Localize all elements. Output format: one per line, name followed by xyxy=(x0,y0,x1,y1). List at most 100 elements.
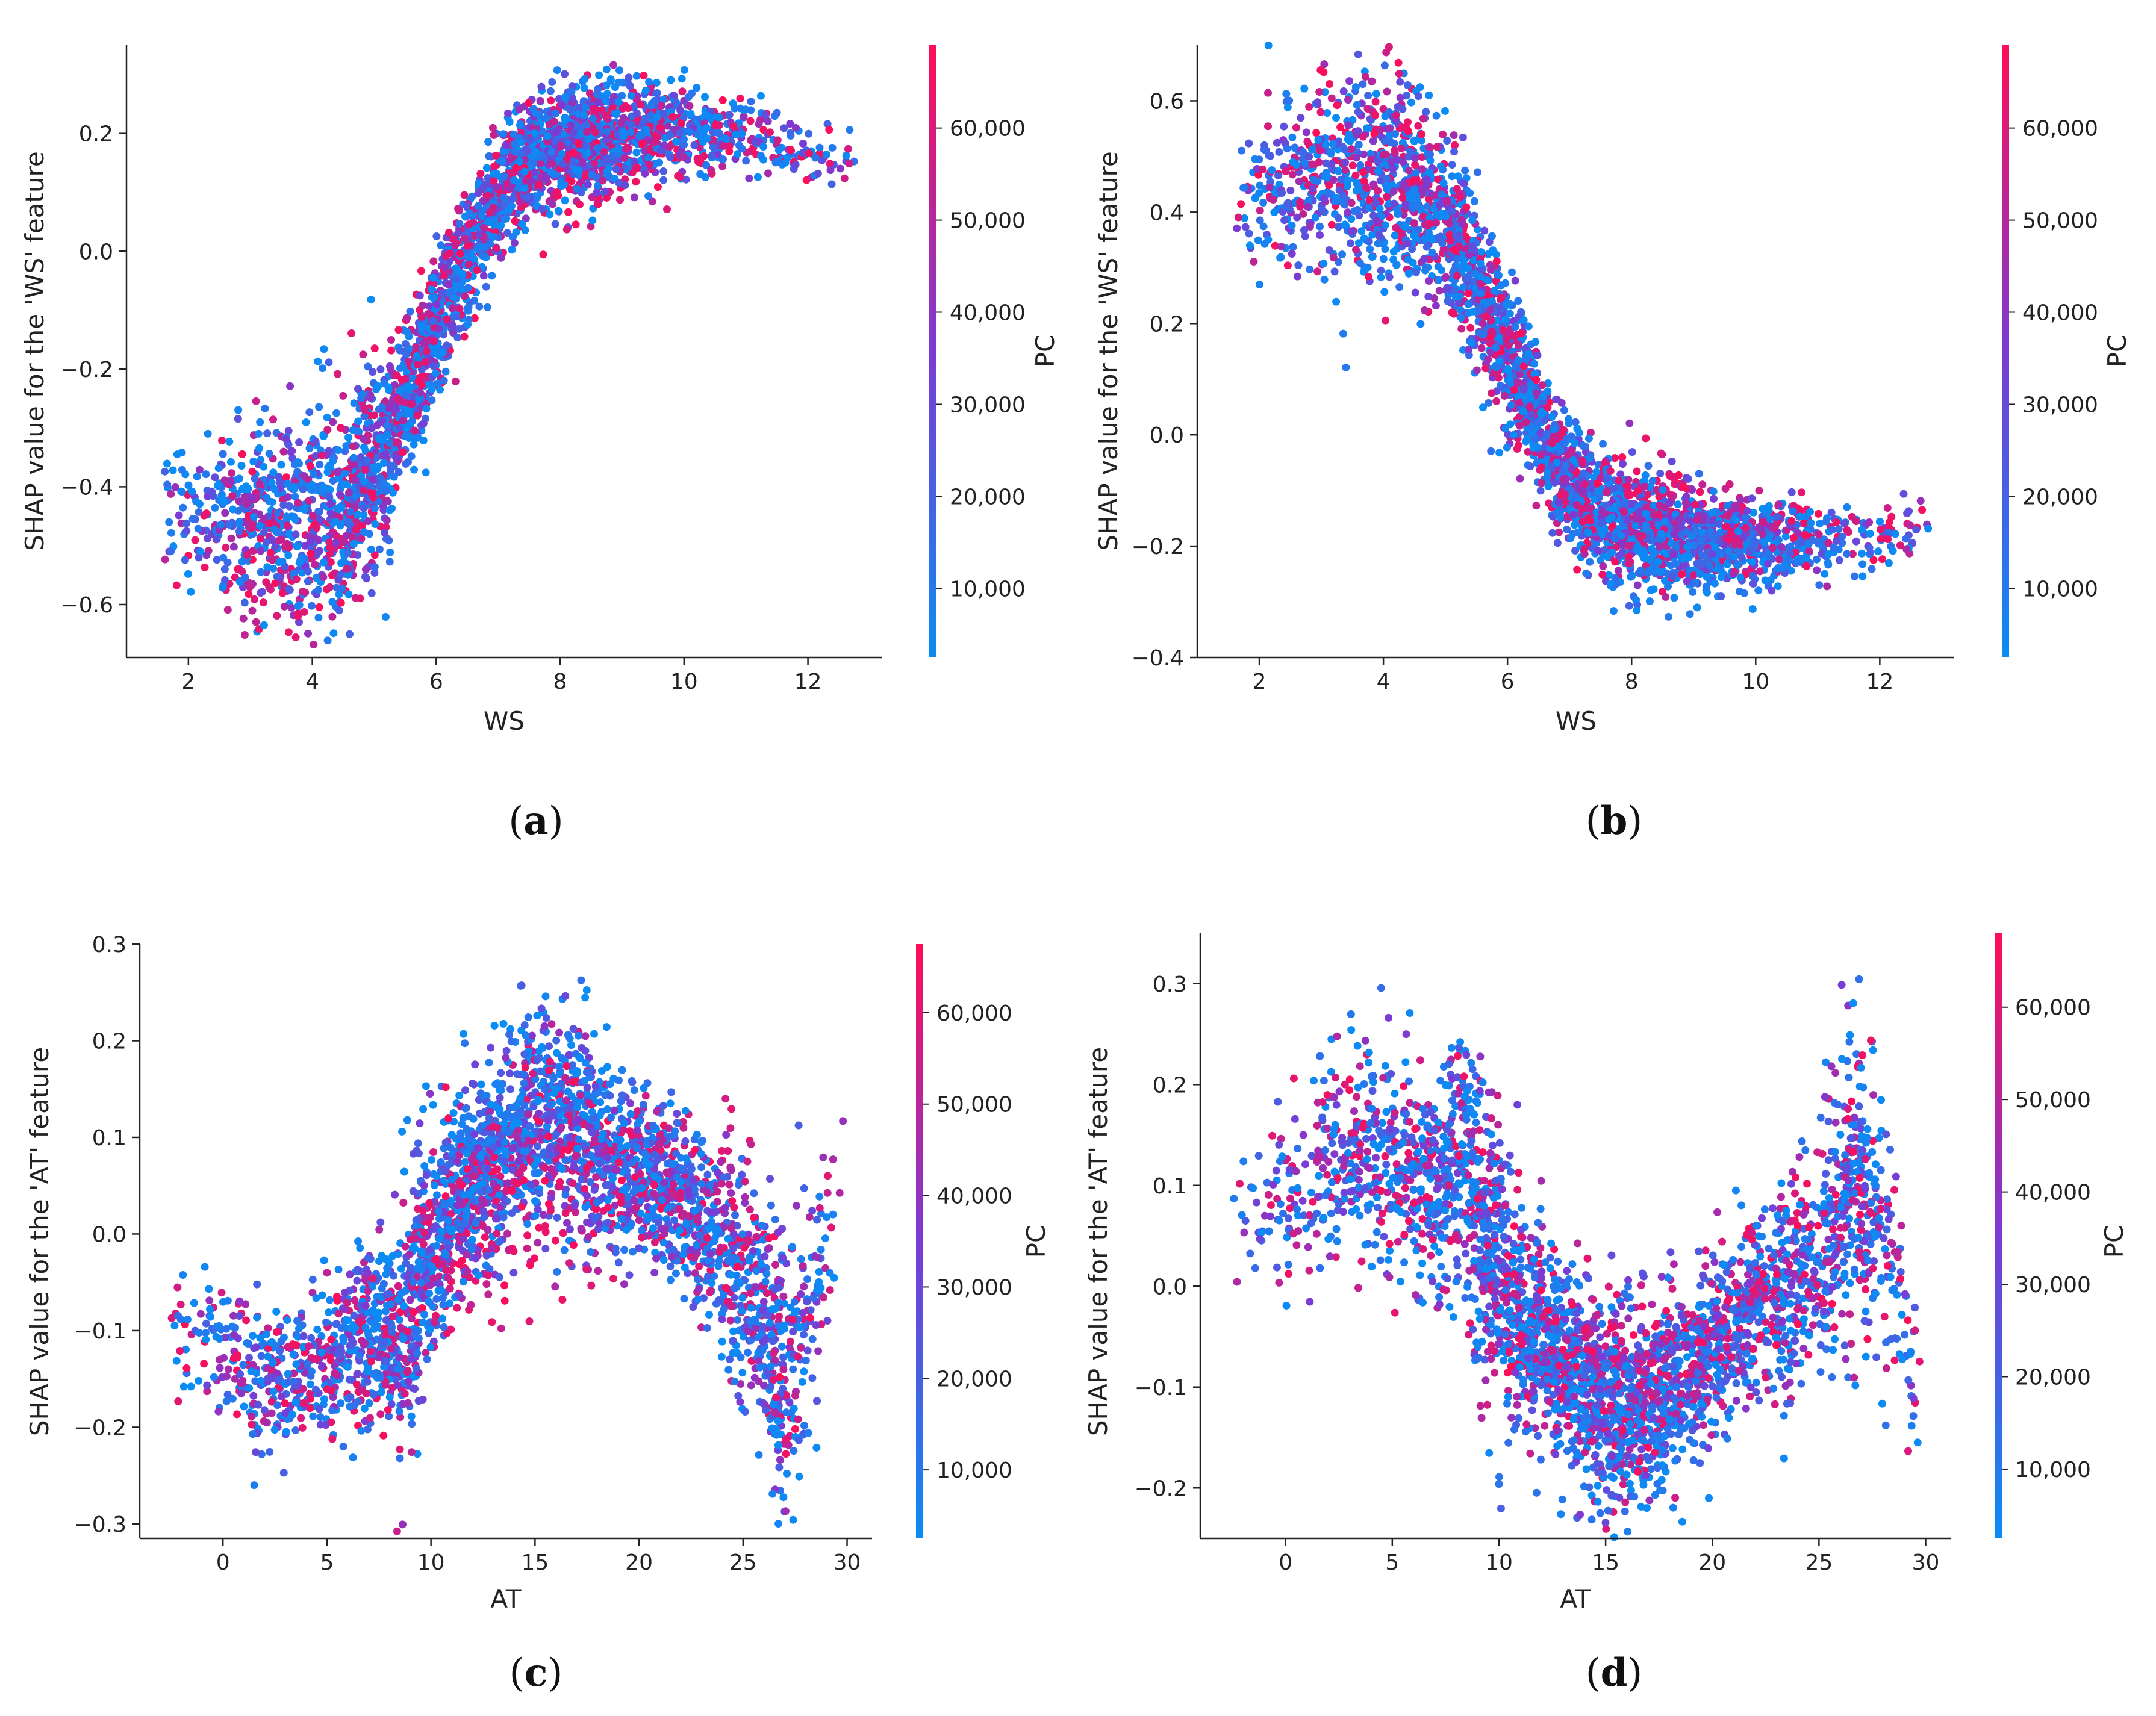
scatter-point xyxy=(379,459,388,467)
scatter-point xyxy=(609,61,618,69)
scatter-point xyxy=(499,194,508,202)
scatter-point xyxy=(451,241,460,249)
scatter-point xyxy=(825,126,833,134)
scatter-point xyxy=(308,602,316,610)
scatter-point xyxy=(1396,78,1404,86)
scatter-point xyxy=(1586,558,1594,566)
scatter-point xyxy=(799,140,807,148)
scatter-point xyxy=(360,528,369,536)
scatter-point xyxy=(581,104,590,112)
scatter-point xyxy=(551,220,559,228)
scatter-point xyxy=(637,130,645,138)
scatter-point xyxy=(474,231,482,239)
scatter-point xyxy=(309,512,317,520)
scatter-point xyxy=(359,435,367,443)
colorbar-tick-label: 20,000 xyxy=(950,485,1026,509)
scatter-point xyxy=(653,89,661,97)
colorbar-tick-label: 60,000 xyxy=(950,117,1026,141)
scatter-point xyxy=(619,104,628,113)
scatter-point xyxy=(227,534,235,542)
scatter-point xyxy=(444,281,453,289)
scatter-point xyxy=(257,568,265,576)
scatter-point xyxy=(246,524,255,533)
scatter-point xyxy=(1450,131,1458,140)
scatter-point xyxy=(645,78,653,86)
scatter-point xyxy=(284,551,293,559)
scatter-point xyxy=(766,128,774,137)
scatter-point xyxy=(1843,503,1851,511)
scatter-point xyxy=(538,205,546,213)
scatter-point xyxy=(316,461,324,469)
scatter-point xyxy=(417,267,425,275)
scatter-point xyxy=(311,561,319,569)
scatter-point xyxy=(761,111,770,119)
scatter-point xyxy=(1286,186,1295,194)
scatter-point xyxy=(258,588,266,596)
scatter-point xyxy=(184,570,192,578)
scatter-point xyxy=(666,153,675,161)
scatter-point xyxy=(565,105,574,114)
scatter-point xyxy=(1256,207,1264,214)
scatter-point xyxy=(1234,213,1242,222)
scatter-point xyxy=(370,344,379,353)
scatter-point xyxy=(292,575,301,583)
scatter-point xyxy=(367,589,376,597)
scatter-point xyxy=(746,117,755,125)
scatter-point xyxy=(396,346,404,355)
scatter-point xyxy=(248,467,257,476)
scatter-point xyxy=(334,370,342,378)
scatter-point xyxy=(505,206,514,214)
scatter-point xyxy=(1278,189,1286,197)
scatter-point xyxy=(561,93,569,101)
scatter-point xyxy=(747,106,755,114)
scatter-point xyxy=(194,524,202,533)
scatter-point xyxy=(1693,603,1701,612)
scatter-point xyxy=(736,104,744,113)
scatter-point xyxy=(428,396,436,405)
scatter-point xyxy=(360,504,368,512)
scatter-point xyxy=(343,564,351,573)
scatter-point xyxy=(211,503,219,512)
scatter-point xyxy=(403,328,411,336)
scatter-point xyxy=(357,394,366,402)
scatter-point xyxy=(1656,470,1665,477)
scatter-point xyxy=(282,512,291,521)
scatter-point xyxy=(718,96,727,104)
scatter-point xyxy=(490,131,498,139)
scatter-point xyxy=(1466,189,1474,197)
scatter-point xyxy=(567,121,575,129)
scatter-point xyxy=(515,157,523,166)
scatter-point xyxy=(641,169,649,178)
scatter-point xyxy=(614,98,622,106)
scatter-point xyxy=(772,158,780,166)
scatter-point xyxy=(1924,524,1933,533)
scatter-point xyxy=(369,476,377,483)
scatter-point xyxy=(1359,80,1367,89)
scatter-point xyxy=(234,415,242,423)
scatter-point xyxy=(492,151,500,160)
scatter-point xyxy=(386,466,394,474)
scatter-point xyxy=(805,149,813,158)
scatter-point xyxy=(250,595,258,603)
scatter-point xyxy=(670,92,678,99)
scatter-point xyxy=(1697,551,1706,559)
scatter-point xyxy=(314,536,322,544)
x-tick-label: 8 xyxy=(553,670,567,694)
scatter-point xyxy=(1341,166,1350,175)
scatter-point xyxy=(440,331,448,339)
scatter-point xyxy=(443,315,451,323)
scatter-point xyxy=(354,511,362,519)
scatter-point xyxy=(316,487,325,496)
scatter-point xyxy=(285,586,294,594)
scatter-point xyxy=(1328,220,1336,229)
scatter-point xyxy=(402,459,410,468)
scatter-point xyxy=(352,526,361,533)
scatter-point xyxy=(268,556,276,564)
scatter-point xyxy=(255,480,264,488)
scatter-point xyxy=(410,465,418,474)
scatter-point xyxy=(362,565,370,574)
scatter-point xyxy=(413,352,421,360)
scatter-point xyxy=(547,96,555,105)
scatter-point xyxy=(381,529,388,537)
scatter-point xyxy=(421,358,429,366)
